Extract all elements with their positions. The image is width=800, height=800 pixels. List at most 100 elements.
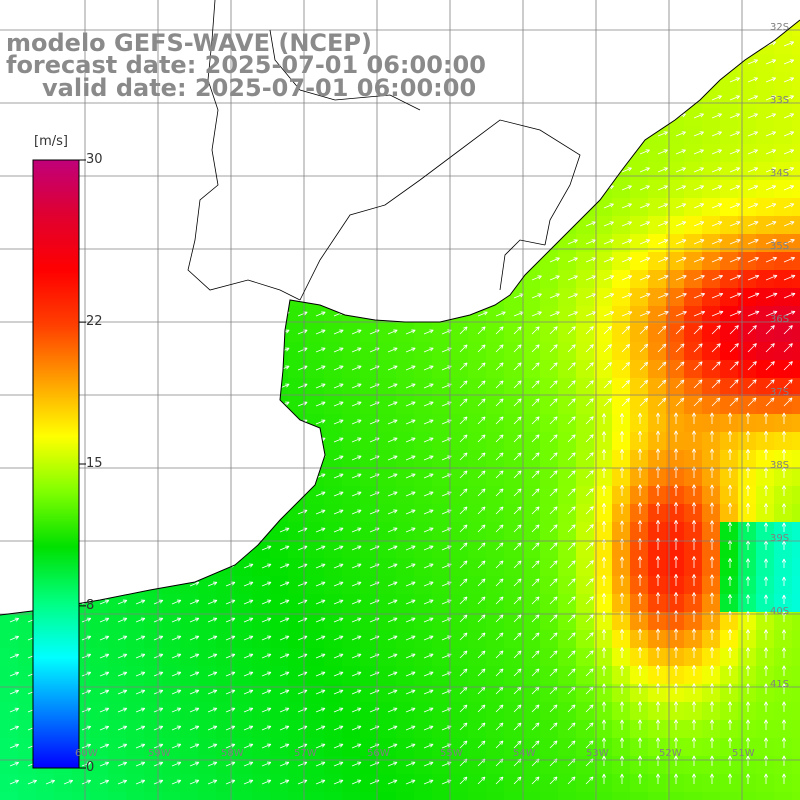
wind-arrow: [405, 419, 416, 425]
wind-arrow: [585, 632, 594, 641]
field-cell: [702, 630, 721, 649]
field-cell: [756, 774, 775, 793]
wind-arrow: [117, 707, 128, 713]
wind-arrow: [747, 113, 759, 119]
field-cell: [648, 792, 667, 800]
wind-arrow: [783, 185, 795, 191]
field-cell: [756, 486, 775, 505]
wind-arrow: [747, 77, 759, 83]
wind-arrow: [639, 275, 651, 281]
field-cell: [666, 576, 685, 595]
wind-arrow: [673, 773, 679, 784]
field-cell: [324, 630, 343, 649]
field-cell: [576, 738, 595, 757]
wind-arrow: [711, 325, 721, 335]
field-cell: [126, 630, 145, 649]
field-cell: [738, 270, 757, 289]
wind-arrow: [351, 599, 362, 605]
wind-arrow: [99, 743, 110, 749]
field-cell: [738, 630, 757, 649]
field-cell: [756, 126, 775, 145]
field-cell: [720, 504, 739, 523]
wind-arrow: [549, 362, 558, 371]
field-cell: [558, 738, 577, 757]
field-cell: [342, 756, 361, 775]
wind-arrow: [549, 326, 558, 335]
wind-arrow: [387, 671, 398, 677]
field-cell: [378, 324, 397, 343]
wind-arrow: [549, 614, 558, 623]
field-cell: [774, 108, 793, 127]
wind-arrow: [655, 430, 661, 442]
wind-arrow: [711, 221, 723, 227]
wind-arrow: [135, 707, 146, 713]
wind-arrow: [9, 743, 20, 749]
wind-arrow: [639, 239, 651, 245]
colorbar-tick-label: 15: [86, 456, 103, 471]
field-cell: [684, 432, 703, 451]
wind-arrow: [673, 755, 679, 766]
field-cell: [468, 594, 487, 613]
field-cell: [396, 720, 415, 739]
field-cell: [486, 594, 505, 613]
field-cell: [360, 414, 379, 433]
colorbar-gradient: [32, 159, 80, 769]
field-cell: [450, 792, 469, 800]
wind-arrow: [709, 737, 715, 748]
field-cell: [612, 216, 631, 235]
wind-arrow: [747, 379, 757, 389]
wind-arrow: [513, 614, 522, 623]
field-cell: [180, 756, 199, 775]
field-cell: [540, 450, 559, 469]
field-cell: [738, 558, 757, 577]
field-cell: [468, 792, 487, 800]
wind-arrow: [763, 503, 769, 514]
wind-arrow: [729, 343, 739, 353]
wind-arrow: [189, 707, 200, 713]
field-cell: [504, 738, 523, 757]
field-cell: [432, 414, 451, 433]
wind-arrow: [657, 257, 669, 263]
wind-arrow: [655, 502, 661, 514]
field-cell: [306, 306, 325, 325]
field-cell: [306, 360, 325, 379]
wind-arrow: [619, 701, 625, 712]
field-cell: [576, 378, 595, 397]
field-cell: [216, 792, 235, 800]
wind-arrow: [727, 647, 733, 658]
field-cell: [216, 630, 235, 649]
field-cell: [558, 324, 577, 343]
wind-arrow: [781, 540, 787, 550]
field-cell: [540, 666, 559, 685]
wind-arrow: [637, 701, 643, 712]
field-cell: [396, 792, 415, 800]
wind-arrow: [495, 398, 504, 407]
wind-arrow: [729, 256, 741, 263]
field-cell: [342, 738, 361, 757]
wind-arrow: [621, 257, 633, 263]
field-cell: [360, 630, 379, 649]
wind-arrow: [513, 776, 522, 785]
field-cell: [666, 396, 685, 415]
field-cell: [558, 270, 577, 289]
wind-arrow: [477, 704, 486, 713]
field-cell: [414, 324, 433, 343]
wind-arrow: [619, 556, 625, 568]
field-cell: [648, 756, 667, 775]
wind-arrow: [423, 599, 434, 605]
wind-arrow: [477, 416, 486, 425]
wind-arrow: [763, 430, 769, 442]
wind-arrow: [709, 448, 715, 460]
wind-arrow: [207, 779, 218, 785]
wind-arrow: [765, 361, 775, 371]
field-cell: [504, 468, 523, 487]
wind-arrow: [351, 437, 362, 443]
field-cell: [504, 414, 523, 433]
latitude-label: 33S: [770, 95, 790, 106]
wind-arrow: [691, 646, 697, 658]
wind-arrow: [747, 310, 760, 317]
field-cell: [558, 288, 577, 307]
field-cell: [558, 540, 577, 559]
wind-arrow: [621, 380, 630, 389]
wind-arrow: [333, 743, 344, 749]
